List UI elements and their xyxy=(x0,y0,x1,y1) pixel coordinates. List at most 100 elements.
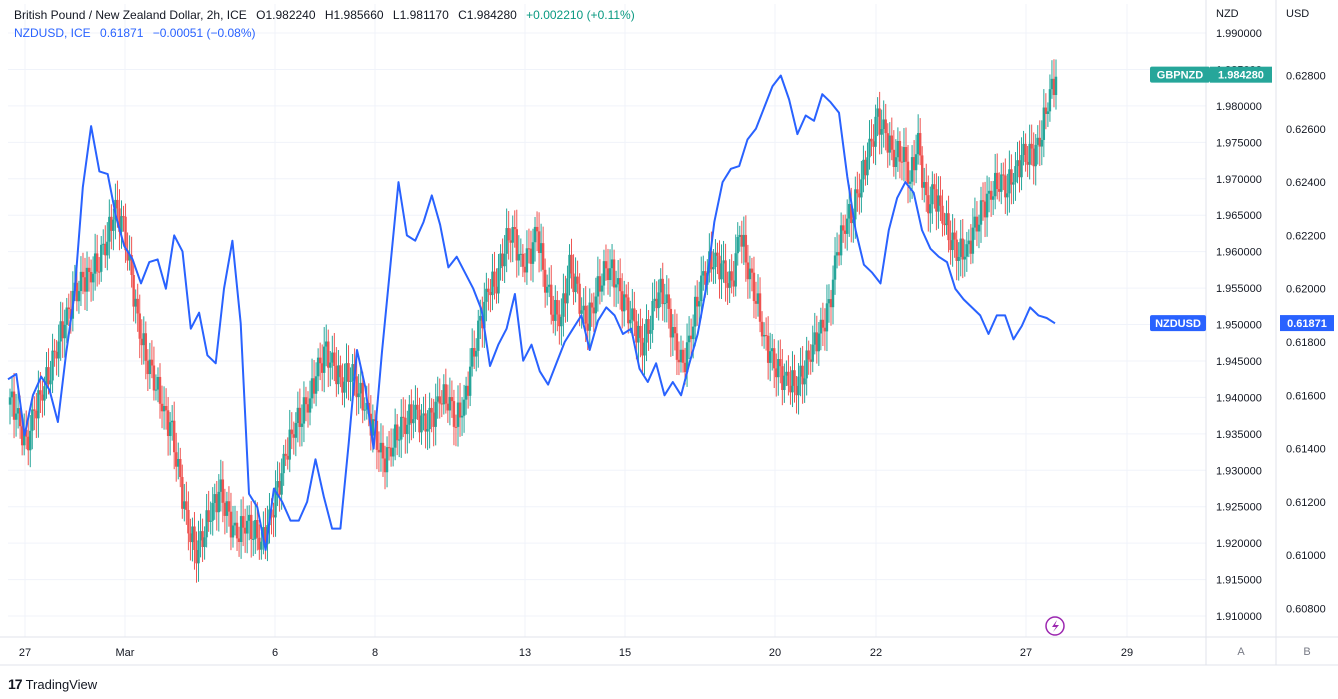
gbpnzd-candle xyxy=(170,420,174,423)
gbpnzd-candle xyxy=(545,286,549,293)
gbpnzd-candle xyxy=(132,275,135,307)
gbpnzd-candle xyxy=(973,216,977,228)
legend-gbpnzd-change: +0.002210 (+0.11%) xyxy=(526,8,635,22)
gbpnzd-candle xyxy=(316,357,320,377)
gbpnzd-candle xyxy=(730,271,733,281)
gbpnzd-candle xyxy=(233,522,237,526)
gbpnzd-candle xyxy=(606,268,610,281)
tradingview-logo[interactable]: 17 TradingView xyxy=(8,676,97,692)
gbpnzd-candle xyxy=(604,261,608,269)
gbpnzd-candle xyxy=(175,452,178,467)
gbpnzd-candle xyxy=(189,533,192,543)
gbpnzd-candle xyxy=(898,140,902,162)
gbpnzd-candle xyxy=(957,256,960,261)
gbpnzd-candle xyxy=(969,240,973,254)
gbpnzd-candle xyxy=(122,216,125,218)
gbpnzd-candle xyxy=(846,218,849,234)
gbpnzd-candle xyxy=(854,189,857,220)
gbpnzd-candle xyxy=(223,502,227,516)
gbpnzd-candle xyxy=(882,119,885,130)
gbpnzd-candle xyxy=(797,376,800,396)
usd-tick-label: 0.61200 xyxy=(1286,497,1326,509)
gbpnzd-candle xyxy=(45,367,48,387)
gbpnzd-candle xyxy=(8,397,12,405)
gbpnzd-candle xyxy=(896,140,900,158)
gbpnzd-candle xyxy=(1016,160,1019,167)
gbpnzd-candle xyxy=(302,397,306,424)
nzd-tick-label: 1.930000 xyxy=(1216,465,1262,477)
x-tick-label: 27 xyxy=(19,647,31,659)
gbpnzd-candle xyxy=(81,271,85,278)
gbpnzd-candle xyxy=(608,268,612,281)
gbpnzd-candle xyxy=(1000,174,1003,192)
gbpnzd-candle xyxy=(535,226,539,232)
gbpnzd-candle xyxy=(177,458,180,467)
gbpnzd-candle xyxy=(552,314,555,321)
gbpnzd-candle xyxy=(100,244,103,272)
gbpnzd-candle xyxy=(1050,78,1054,90)
gbpnzd-candle xyxy=(95,253,99,272)
gbpnzd-candle xyxy=(736,237,739,254)
scale-b-button[interactable]: B xyxy=(1303,646,1311,658)
gbpnzd-candle xyxy=(590,302,593,308)
nzdusd-name-tag-label: NZDUSD xyxy=(1155,318,1201,330)
gbpnzd-candle xyxy=(75,282,79,302)
gbpnzd-candle xyxy=(39,390,42,395)
gbpnzd-candle xyxy=(272,515,275,518)
gbpnzd-candle xyxy=(862,159,865,180)
gbpnzd-candle xyxy=(718,255,721,280)
usd-tick-label: 0.61600 xyxy=(1286,390,1326,402)
gbpnzd-candle xyxy=(904,147,908,162)
gbpnzd-candle xyxy=(829,299,833,308)
gbpnzd-candle xyxy=(428,407,431,430)
gbpnzd-candle xyxy=(438,396,441,404)
tradingview-brand: TradingView xyxy=(25,676,98,692)
gbpnzd-candle xyxy=(1052,78,1056,96)
gbpnzd-candle xyxy=(479,315,482,321)
gbpnzd-candle xyxy=(600,285,604,292)
gbpnzd-candle xyxy=(221,479,225,503)
gbpnzd-candle xyxy=(349,380,352,382)
gbpnzd-candle xyxy=(691,326,695,340)
x-tick-label: 29 xyxy=(1121,647,1133,659)
gbpnzd-candle xyxy=(209,520,212,522)
gbpnzd-candle xyxy=(331,352,334,363)
gbpnzd-candle xyxy=(908,181,912,184)
gbpnzd-candle xyxy=(728,271,731,288)
gbpnzd-candle xyxy=(493,271,496,287)
gbpnzd-candle xyxy=(562,293,565,317)
gbpnzd-candle xyxy=(306,404,310,413)
gbpnzd-candle xyxy=(825,303,829,332)
nzd-tick-label: 1.920000 xyxy=(1216,538,1262,550)
gbpnzd-candle xyxy=(404,417,407,435)
gbpnzd-candle xyxy=(795,385,798,396)
gbpnzd-candle xyxy=(566,278,569,304)
gbpnzd-candle xyxy=(548,284,551,287)
scale-a-button[interactable]: A xyxy=(1237,646,1245,658)
gbpnzd-candle xyxy=(475,350,478,357)
gbpnzd-candle xyxy=(434,401,437,427)
gbpnzd-candle xyxy=(458,402,462,418)
gbpnzd-candle xyxy=(878,108,881,135)
gbpnzd-candle xyxy=(341,377,344,393)
gbpnzd-candle xyxy=(740,234,743,247)
gbpnzd-candle xyxy=(695,296,699,307)
gbpnzd-candle xyxy=(14,413,18,420)
gbpnzd-candle xyxy=(1022,143,1025,155)
gbpnzd-candle xyxy=(258,537,261,550)
gbpnzd-candle xyxy=(647,319,650,334)
usd-tick-label: 0.60800 xyxy=(1286,604,1326,616)
gbpnzd-candle xyxy=(732,280,735,287)
gbpnzd-candle xyxy=(398,439,401,441)
gbpnzd-candle xyxy=(949,240,952,251)
gbpnzd-candle xyxy=(225,501,229,516)
gbpnzd-candle xyxy=(746,262,750,280)
gbpnzd-candle xyxy=(614,284,618,288)
nzd-tick-label: 1.955000 xyxy=(1216,283,1262,295)
gbpnzd-candle xyxy=(833,255,837,280)
gbpnzd-candle xyxy=(507,228,510,241)
gbpnzd-candle xyxy=(227,501,231,512)
gbpnzd-candle xyxy=(254,520,257,539)
